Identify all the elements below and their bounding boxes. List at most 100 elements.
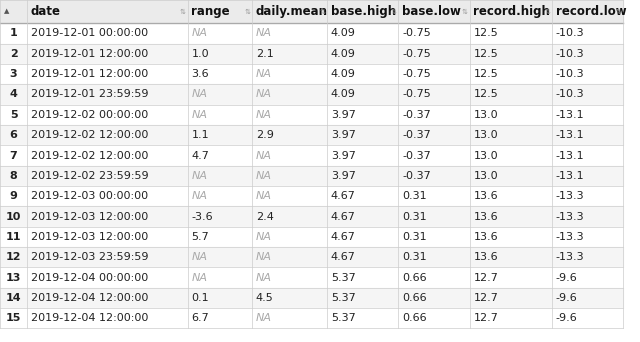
Text: ⇅: ⇅ <box>544 9 550 15</box>
Text: 0.31: 0.31 <box>402 191 427 201</box>
Text: -0.75: -0.75 <box>402 28 431 38</box>
Text: 1.1: 1.1 <box>191 130 209 140</box>
Text: 2019-12-02 12:00:00: 2019-12-02 12:00:00 <box>31 130 148 140</box>
Text: -10.3: -10.3 <box>556 28 584 38</box>
Text: ⇅: ⇅ <box>390 9 396 15</box>
Bar <box>0 125 623 145</box>
Text: 4: 4 <box>10 90 17 100</box>
Text: base.high: base.high <box>331 5 396 18</box>
Text: NA: NA <box>191 273 207 282</box>
Text: ⇅: ⇅ <box>180 9 186 15</box>
Text: NA: NA <box>256 150 272 160</box>
Text: 3.97: 3.97 <box>331 130 356 140</box>
Text: NA: NA <box>256 191 272 201</box>
Text: NA: NA <box>256 69 272 79</box>
Text: NA: NA <box>256 28 272 38</box>
Text: NA: NA <box>256 232 272 242</box>
Bar <box>0 0 623 23</box>
Text: NA: NA <box>256 110 272 120</box>
Text: 2.4: 2.4 <box>256 212 274 222</box>
Text: date: date <box>31 5 61 18</box>
Text: 2019-12-01 23:59:59: 2019-12-01 23:59:59 <box>31 90 148 100</box>
Text: 5.7: 5.7 <box>191 232 209 242</box>
Text: -13.1: -13.1 <box>556 130 584 140</box>
Text: 13.0: 13.0 <box>474 130 498 140</box>
Text: 2.9: 2.9 <box>256 130 274 140</box>
Text: NA: NA <box>191 110 207 120</box>
Text: 4.67: 4.67 <box>331 191 356 201</box>
Text: 4.67: 4.67 <box>331 252 356 262</box>
Text: -0.37: -0.37 <box>402 171 431 181</box>
Text: -9.6: -9.6 <box>556 313 577 323</box>
Bar <box>0 64 623 84</box>
Bar <box>0 288 623 308</box>
Text: 0.1: 0.1 <box>191 293 209 303</box>
Bar <box>0 308 623 328</box>
Text: 0.31: 0.31 <box>402 212 427 222</box>
Text: 2019-12-02 00:00:00: 2019-12-02 00:00:00 <box>31 110 148 120</box>
Text: 12.7: 12.7 <box>474 293 499 303</box>
Bar <box>0 207 623 227</box>
Text: 12.5: 12.5 <box>474 69 498 79</box>
Bar <box>0 267 623 288</box>
Text: record.low: record.low <box>556 5 626 18</box>
Text: 10: 10 <box>6 212 21 222</box>
Text: NA: NA <box>256 252 272 262</box>
Text: -3.6: -3.6 <box>191 212 213 222</box>
Text: -0.37: -0.37 <box>402 110 431 120</box>
Text: 2019-12-04 12:00:00: 2019-12-04 12:00:00 <box>31 293 148 303</box>
Text: -13.1: -13.1 <box>556 110 584 120</box>
Text: -10.3: -10.3 <box>556 49 584 59</box>
Text: 12: 12 <box>6 252 21 262</box>
Text: 6.7: 6.7 <box>191 313 209 323</box>
Text: 15: 15 <box>6 313 21 323</box>
Text: 3.6: 3.6 <box>191 69 209 79</box>
Text: NA: NA <box>191 171 207 181</box>
Bar <box>0 166 623 186</box>
Text: NA: NA <box>256 90 272 100</box>
Text: base.low: base.low <box>402 5 461 18</box>
Text: 5.37: 5.37 <box>331 273 355 282</box>
Text: 4.09: 4.09 <box>331 90 356 100</box>
Text: -0.75: -0.75 <box>402 69 431 79</box>
Text: 2019-12-02 12:00:00: 2019-12-02 12:00:00 <box>31 150 148 160</box>
Text: NA: NA <box>191 252 207 262</box>
Text: 9: 9 <box>10 191 17 201</box>
Text: 5.37: 5.37 <box>331 293 355 303</box>
Text: 12.5: 12.5 <box>474 90 498 100</box>
Text: 13.0: 13.0 <box>474 110 498 120</box>
Text: 0.66: 0.66 <box>402 273 427 282</box>
Text: 3.97: 3.97 <box>331 150 356 160</box>
Text: 2019-12-02 23:59:59: 2019-12-02 23:59:59 <box>31 171 148 181</box>
Text: -10.3: -10.3 <box>556 69 584 79</box>
Text: -13.3: -13.3 <box>556 252 584 262</box>
Bar <box>0 247 623 267</box>
Text: 13.6: 13.6 <box>474 191 498 201</box>
Text: ⇅: ⇅ <box>462 9 468 15</box>
Text: 2019-12-04 00:00:00: 2019-12-04 00:00:00 <box>31 273 148 282</box>
Text: NA: NA <box>191 90 207 100</box>
Text: 3.97: 3.97 <box>331 110 356 120</box>
Text: -13.3: -13.3 <box>556 232 584 242</box>
Text: 13: 13 <box>6 273 21 282</box>
Bar <box>0 44 623 64</box>
Text: ⇅: ⇅ <box>616 9 621 15</box>
Text: -13.3: -13.3 <box>556 212 584 222</box>
Text: 11: 11 <box>6 232 21 242</box>
Text: NA: NA <box>191 28 207 38</box>
Text: 0.31: 0.31 <box>402 252 427 262</box>
Text: 13.6: 13.6 <box>474 212 498 222</box>
Text: 1: 1 <box>10 28 17 38</box>
Text: 6: 6 <box>10 130 17 140</box>
Text: 8: 8 <box>10 171 17 181</box>
Text: -13.1: -13.1 <box>556 171 584 181</box>
Text: 2019-12-04 12:00:00: 2019-12-04 12:00:00 <box>31 313 148 323</box>
Bar <box>0 105 623 125</box>
Text: ▲: ▲ <box>4 9 9 15</box>
Text: daily.mean: daily.mean <box>256 5 328 18</box>
Text: 2019-12-03 23:59:59: 2019-12-03 23:59:59 <box>31 252 148 262</box>
Text: 4.67: 4.67 <box>331 212 356 222</box>
Text: 2019-12-01 12:00:00: 2019-12-01 12:00:00 <box>31 49 148 59</box>
Text: 5.37: 5.37 <box>331 313 355 323</box>
Text: 5: 5 <box>10 110 17 120</box>
